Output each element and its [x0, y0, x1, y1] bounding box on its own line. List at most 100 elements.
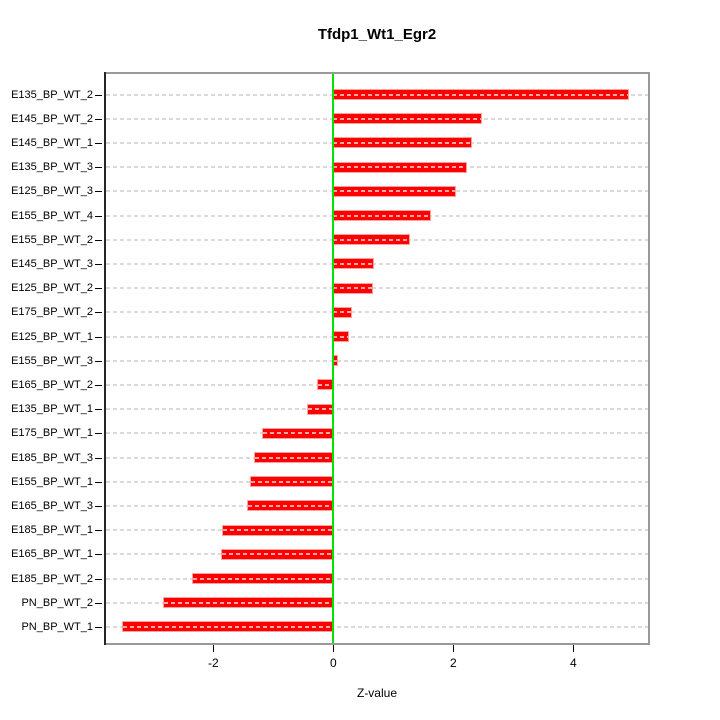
- bar: [333, 332, 348, 341]
- y-axis-label: E155_BP_WT_1: [11, 475, 93, 488]
- x-axis-title: Z-value: [356, 686, 397, 700]
- bar: [222, 525, 334, 535]
- y-axis-label: E165_BP_WT_1: [11, 548, 93, 561]
- bar-gridline-overlay: [333, 93, 629, 96]
- bar-gridline-overlay: [333, 214, 431, 217]
- y-axis-label: E145_BP_WT_2: [11, 112, 93, 125]
- y-axis-label: E145_BP_WT_1: [11, 136, 93, 149]
- y-tick: [95, 94, 102, 96]
- y-tick: [95, 191, 102, 193]
- y-tick: [95, 263, 102, 265]
- y-tick: [95, 312, 102, 314]
- bar-gridline-overlay: [221, 553, 334, 556]
- bar: [123, 622, 334, 632]
- bar: [333, 186, 456, 196]
- bar: [250, 477, 334, 487]
- y-tick: [95, 167, 102, 169]
- bar: [333, 356, 337, 366]
- y-tick: [95, 336, 102, 338]
- chart-title: Tfdp1_Wt1_Egr2: [317, 26, 437, 43]
- y-axis-label: E185_BP_WT_2: [11, 572, 93, 585]
- bar-gridline-overlay: [333, 141, 471, 144]
- y-tick: [95, 360, 102, 362]
- bar: [333, 90, 629, 99]
- grid-line: [106, 480, 648, 483]
- y-tick: [95, 602, 102, 604]
- x-tick: [573, 645, 575, 652]
- y-tick: [95, 481, 102, 483]
- bar: [333, 235, 409, 245]
- y-tick: [95, 239, 102, 241]
- y-axis-label: E155_BP_WT_2: [11, 233, 93, 246]
- y-tick: [95, 433, 102, 435]
- bar: [333, 259, 373, 269]
- bar: [221, 549, 334, 559]
- bar: [333, 283, 372, 293]
- y-axis-label: E135_BP_WT_1: [11, 403, 93, 416]
- y-tick: [95, 554, 102, 556]
- y-tick: [95, 530, 102, 532]
- y-axis-label: PN_BP_WT_1: [21, 620, 93, 633]
- bar: [248, 501, 334, 511]
- y-tick: [95, 626, 102, 628]
- x-tick-label: 0: [329, 656, 337, 670]
- y-tick: [95, 118, 102, 120]
- bar: [192, 574, 334, 583]
- bar-gridline-overlay: [263, 432, 334, 435]
- bar-gridline-overlay: [164, 601, 334, 604]
- bar-gridline-overlay: [248, 504, 334, 507]
- bar: [333, 307, 351, 317]
- bar-gridline-overlay: [123, 625, 334, 628]
- y-axis-label: E145_BP_WT_3: [11, 257, 93, 270]
- y-axis-label: E155_BP_WT_4: [11, 209, 93, 222]
- y-tick: [95, 457, 102, 459]
- bar-gridline-overlay: [318, 383, 334, 386]
- grid-line: [106, 456, 648, 459]
- y-axis-label: E155_BP_WT_3: [11, 354, 93, 367]
- bar-gridline-overlay: [308, 408, 334, 411]
- y-tick: [95, 288, 102, 290]
- grid-line: [106, 432, 648, 435]
- bar: [263, 428, 334, 438]
- bar: [164, 598, 334, 608]
- grid-line: [106, 335, 648, 338]
- grid-line: [106, 577, 648, 580]
- x-tick: [453, 645, 455, 652]
- bar: [333, 114, 482, 124]
- grid-line: [106, 287, 648, 290]
- grid-line: [106, 359, 648, 362]
- y-axis-label: E165_BP_WT_3: [11, 499, 93, 512]
- y-tick: [95, 578, 102, 580]
- y-tick: [95, 215, 102, 217]
- y-axis-label: E125_BP_WT_1: [11, 330, 93, 343]
- x-tick-label: 4: [569, 656, 577, 670]
- bar-gridline-overlay: [333, 311, 351, 314]
- y-axis-label: E185_BP_WT_1: [11, 524, 93, 537]
- bar-gridline-overlay: [255, 456, 334, 459]
- grid-line: [106, 625, 648, 628]
- bar: [255, 453, 334, 462]
- y-tick: [95, 409, 102, 411]
- bar-gridline-overlay: [333, 287, 372, 290]
- bar-gridline-overlay: [333, 238, 409, 241]
- y-axis-label: E165_BP_WT_2: [11, 378, 93, 391]
- bar: [308, 404, 334, 414]
- bar: [333, 138, 471, 148]
- y-axis-label: E125_BP_WT_2: [11, 282, 93, 295]
- x-tick: [333, 645, 335, 652]
- y-tick: [95, 384, 102, 386]
- bar-gridline-overlay: [333, 335, 348, 338]
- y-axis-label: PN_BP_WT_2: [21, 596, 93, 609]
- plot-area: [104, 72, 650, 645]
- x-tick: [213, 645, 215, 652]
- grid-line: [106, 504, 648, 507]
- y-axis-label: E125_BP_WT_3: [11, 185, 93, 198]
- bar-gridline-overlay: [333, 117, 482, 120]
- y-axis-label: E175_BP_WT_2: [11, 306, 93, 319]
- grid-line: [106, 408, 648, 411]
- y-axis-label: E185_BP_WT_3: [11, 451, 93, 464]
- y-axis-label: E135_BP_WT_3: [11, 161, 93, 174]
- x-tick-label: -2: [207, 656, 219, 670]
- grid-line: [106, 311, 648, 314]
